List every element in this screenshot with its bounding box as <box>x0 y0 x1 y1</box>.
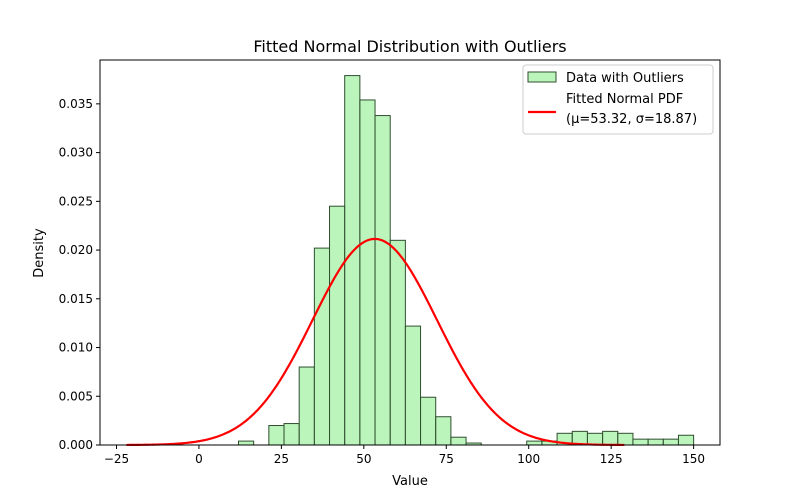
histogram-bar <box>420 396 437 446</box>
x-tick-label: 50 <box>356 452 371 466</box>
histogram-bar <box>374 115 391 446</box>
x-tick-label: 0 <box>195 452 203 466</box>
legend-pdf-label: Fitted Normal PDF <box>566 92 683 107</box>
histogram-bar <box>617 432 634 446</box>
y-tick-label: 0.025 <box>59 194 93 208</box>
y-axis-label: Density <box>32 228 47 278</box>
histogram-bar <box>450 436 467 446</box>
y-tick-label: 0.020 <box>59 243 93 257</box>
histogram-bar <box>268 425 285 446</box>
y-tick-label: 0.005 <box>59 389 93 403</box>
plot-area-frame <box>99 59 721 446</box>
x-tick-label: −25 <box>104 452 129 466</box>
y-tick-label: 0.010 <box>59 341 93 355</box>
histogram-bar <box>238 440 255 446</box>
legend: Data with Outliers Fitted Normal PDF (μ=… <box>522 64 714 135</box>
histogram-bar <box>647 438 664 446</box>
y-axis-ticks: 0.000 0.005 0.010 0.015 0.020 0.025 0.030 0.035 <box>59 97 100 452</box>
chart-title: Fitted Normal Distribution with Outliers <box>253 37 566 56</box>
histogram-bar <box>586 432 604 446</box>
x-tick-label: 150 <box>682 452 705 466</box>
histogram-bar <box>283 423 300 446</box>
y-tick-label: 0.030 <box>59 146 93 160</box>
histogram-bar <box>313 247 331 446</box>
histogram-bar <box>677 434 695 446</box>
x-axis-ticks: −25 0 25 50 75 100 125 150 <box>104 445 705 466</box>
legend-pdf-params: (μ=53.32, σ=18.87) <box>566 112 697 127</box>
histogram-bar <box>632 438 649 446</box>
legend-box <box>522 64 714 135</box>
legend-histogram-swatch <box>527 71 557 83</box>
x-tick-label: 125 <box>600 452 623 466</box>
legend-histogram-label: Data with Outliers <box>566 71 684 86</box>
x-axis-label: Value <box>392 474 428 489</box>
y-tick-label: 0.035 <box>59 97 93 111</box>
histogram-bar <box>298 366 315 446</box>
histogram-bar <box>662 438 679 446</box>
histogram-bar <box>329 205 346 446</box>
histogram-bar <box>602 430 619 446</box>
y-tick-label: 0.015 <box>59 292 93 306</box>
histogram-bar <box>435 416 452 446</box>
y-tick-label: 0.000 <box>59 438 93 452</box>
histogram-bar <box>389 239 406 446</box>
histogram-bar <box>526 440 543 446</box>
histogram-bar <box>359 99 376 446</box>
x-tick-label: 100 <box>517 452 540 466</box>
fitted-normal-pdf-line <box>126 237 625 447</box>
histogram-bar <box>404 325 422 446</box>
x-tick-label: 25 <box>274 452 289 466</box>
x-tick-label: 75 <box>439 452 454 466</box>
